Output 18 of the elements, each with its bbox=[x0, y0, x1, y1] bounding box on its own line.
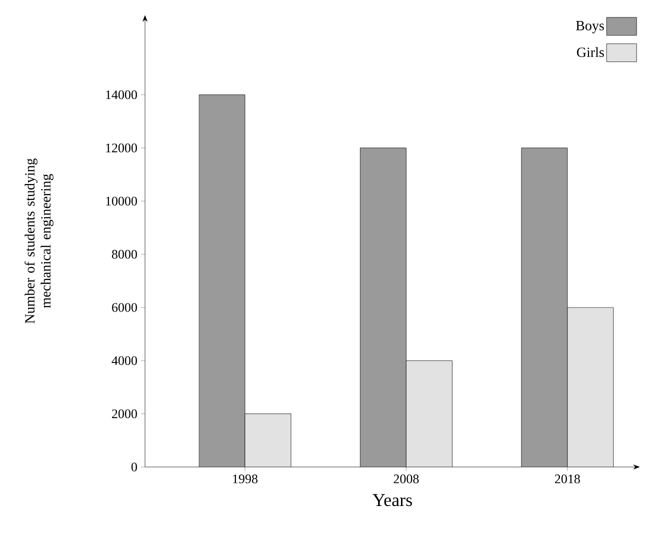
y-tick-label: 0 bbox=[131, 462, 137, 472]
x-axis-title: Years bbox=[372, 494, 412, 506]
y-tick-label: 8000 bbox=[112, 250, 137, 259]
bar bbox=[567, 307, 614, 467]
bar bbox=[406, 360, 452, 467]
bar bbox=[244, 414, 291, 467]
x-tick-label: 2018 bbox=[555, 474, 580, 484]
legend-label: Boys bbox=[576, 21, 604, 34]
y-tick-label: 10000 bbox=[106, 196, 137, 206]
y-axis-title: Number of students studying mechanical engineering bbox=[24, 158, 54, 324]
x-tick-label: 2008 bbox=[394, 474, 419, 484]
y-tick-label: 14000 bbox=[106, 90, 137, 100]
y-tick-label: 6000 bbox=[112, 303, 137, 312]
x-tick-label: 1998 bbox=[233, 474, 258, 484]
y-tick-label: 2000 bbox=[112, 409, 137, 418]
y-tick-label: 4000 bbox=[112, 356, 137, 366]
legend-label: Girls bbox=[576, 47, 604, 58]
y-tick-label: 12000 bbox=[106, 144, 137, 152]
